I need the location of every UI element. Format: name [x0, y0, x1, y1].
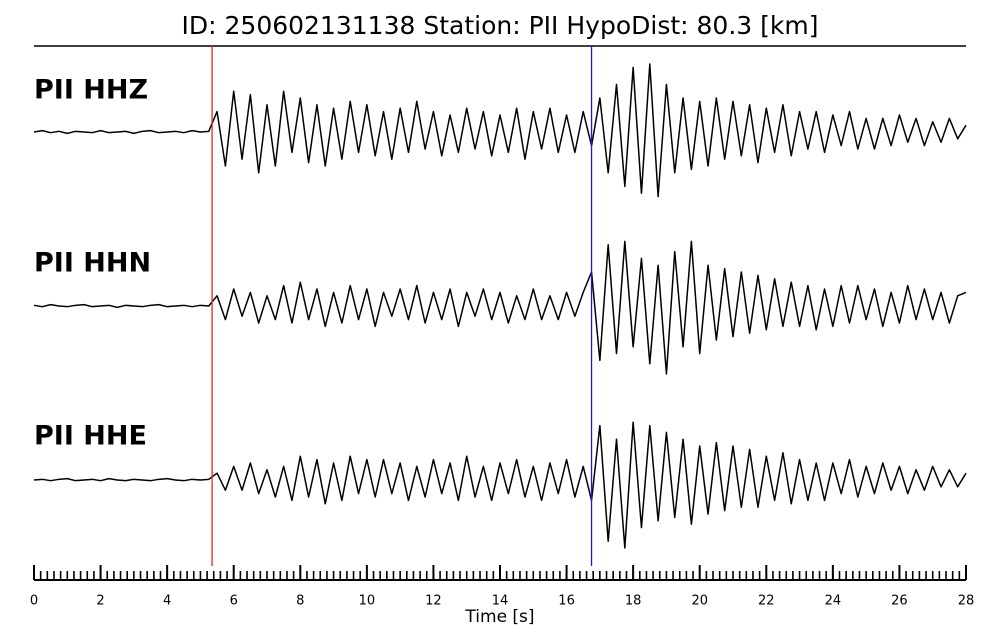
trace-label: PII HHZ — [34, 75, 148, 106]
waveform — [33, 421, 967, 549]
x-tick-label: 18 — [625, 594, 642, 609]
x-tick-label: 28 — [958, 594, 975, 609]
x-axis-label: Time [s] — [464, 607, 534, 627]
x-tick-label: 8 — [296, 594, 304, 609]
x-tick-label: 24 — [825, 594, 842, 609]
waveform — [33, 240, 967, 375]
x-tick-label: 26 — [891, 594, 908, 609]
x-tick-label: 2 — [96, 594, 104, 609]
x-tick-label: 14 — [492, 594, 509, 609]
x-tick-label: 4 — [163, 594, 171, 609]
x-tick-label: 6 — [230, 594, 238, 609]
x-tick-label: 0 — [30, 594, 38, 609]
trace-label: PII HHN — [34, 248, 151, 279]
trace-label: PII HHE — [34, 421, 147, 452]
chart-title: ID: 250602131138 Station: PII HypoDist: … — [182, 11, 819, 40]
x-tick-label: 16 — [558, 594, 575, 609]
x-tick-label: 22 — [758, 594, 775, 609]
x-tick-label: 10 — [359, 594, 376, 609]
x-tick-label: 12 — [425, 594, 442, 609]
waveform — [33, 63, 967, 198]
x-tick-label: 20 — [691, 594, 708, 609]
